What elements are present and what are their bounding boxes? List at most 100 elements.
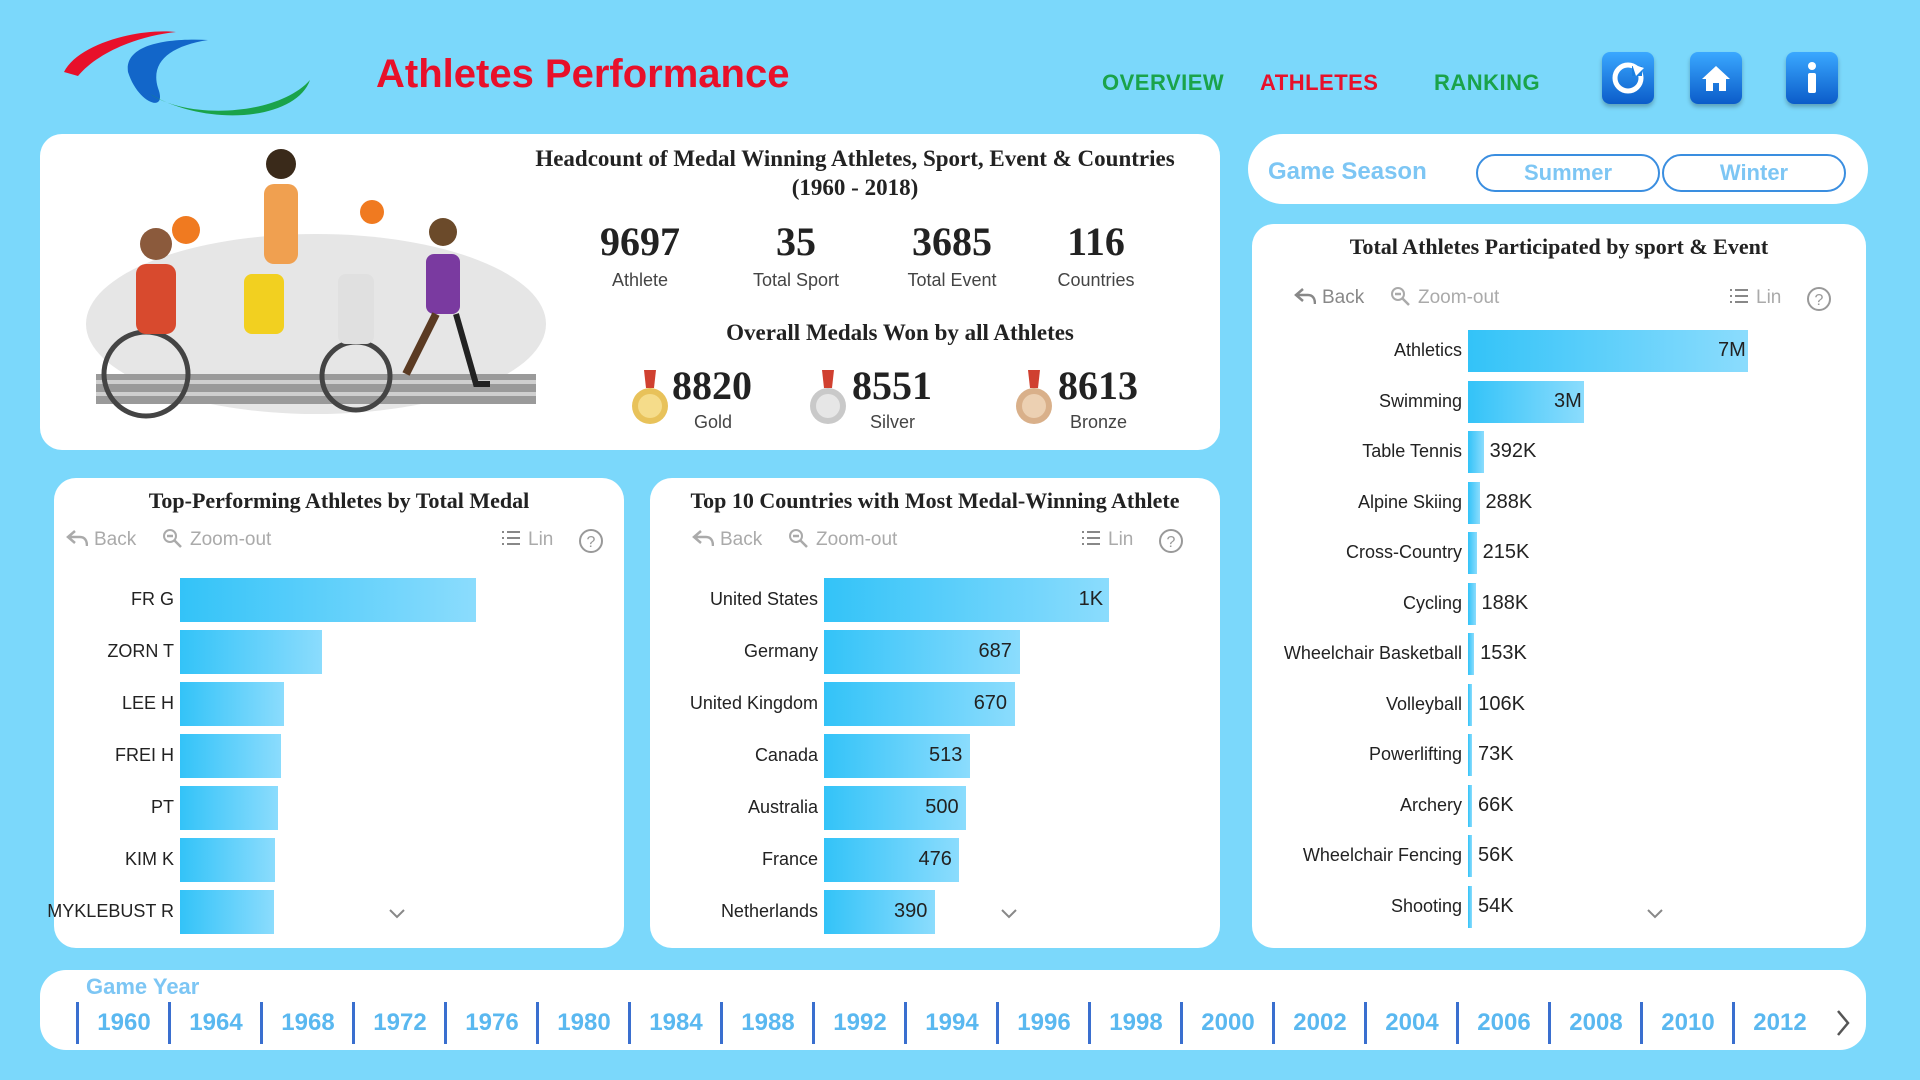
year-2006-button[interactable]: 2006: [1477, 1009, 1531, 1036]
country-bar[interactable]: [824, 630, 1020, 674]
sport-bar[interactable]: [1468, 633, 1475, 675]
year-separator: [1456, 1002, 1459, 1044]
sports-zoom-button[interactable]: Zoom-out: [1390, 286, 1499, 309]
silver-value: 8551: [852, 363, 932, 408]
year-separator: [1640, 1002, 1643, 1044]
athletes-illustration: [86, 149, 546, 419]
country-bar[interactable]: [824, 786, 967, 830]
countries-back-button[interactable]: Back: [692, 528, 762, 551]
nav-overview[interactable]: OVERVIEW: [1102, 70, 1225, 95]
year-slicer-card: [40, 970, 1866, 1050]
country-bar[interactable]: [824, 734, 970, 778]
country-bar[interactable]: [824, 578, 1109, 622]
athlete-bar[interactable]: [180, 734, 282, 778]
sport-bar[interactable]: [1468, 734, 1472, 776]
back-arrow-icon: [66, 530, 89, 547]
athlete-label: PT: [150, 797, 174, 817]
sport-bar[interactable]: [1468, 481, 1480, 524]
sport-bar[interactable]: [1468, 431, 1484, 473]
sport-bar[interactable]: [1468, 683, 1473, 726]
sport-bar[interactable]: [1468, 582, 1476, 625]
chevron-right-icon[interactable]: [1834, 1008, 1852, 1038]
home-button[interactable]: [1690, 52, 1742, 104]
back-label: Back: [1322, 287, 1365, 308]
year-2002-button[interactable]: 2002: [1293, 1009, 1347, 1036]
year-separator: [1732, 1002, 1735, 1044]
sport-bar[interactable]: [1468, 835, 1472, 877]
back-arrow-icon: [1294, 288, 1317, 305]
year-1964-button[interactable]: 1964: [189, 1009, 243, 1036]
year-1976-button[interactable]: 1976: [465, 1009, 519, 1036]
country-bar[interactable]: [824, 890, 935, 934]
sport-bar[interactable]: [1468, 532, 1477, 574]
year-1996-button[interactable]: 1996: [1017, 1009, 1071, 1036]
year-1998-button[interactable]: 1998: [1109, 1009, 1163, 1036]
athlete-label: KIM K: [124, 849, 174, 869]
sports-back-button[interactable]: Back: [1294, 286, 1364, 309]
list-icon: [502, 531, 520, 545]
year-1992-button[interactable]: 1992: [833, 1009, 887, 1036]
athletes-back-button[interactable]: Back: [66, 528, 136, 551]
year-1988-button[interactable]: 1988: [741, 1009, 795, 1036]
country-label: France: [761, 849, 818, 869]
athletes-chart-card: [54, 478, 624, 948]
year-1994-button[interactable]: 1994: [925, 1009, 979, 1036]
year-1968-button[interactable]: 1968: [281, 1009, 335, 1036]
year-1984-button[interactable]: 1984: [649, 1009, 703, 1036]
chevron-down-icon[interactable]: [1646, 908, 1664, 920]
year-2008-button[interactable]: 2008: [1569, 1009, 1623, 1036]
athletes-lin-button[interactable]: Lin: [500, 528, 553, 551]
nav-ranking[interactable]: RANKING: [1434, 70, 1541, 95]
zoom-out-icon: [1391, 287, 1410, 306]
info-button[interactable]: [1786, 52, 1838, 104]
country-bar[interactable]: [824, 838, 960, 882]
year-slicer-title: Game Year: [86, 974, 200, 999]
athlete-bar[interactable]: [180, 838, 275, 882]
year-1960-button[interactable]: 1960: [97, 1009, 151, 1036]
year-separator: [1364, 1002, 1367, 1044]
year-2000-button[interactable]: 2000: [1201, 1009, 1255, 1036]
athlete-bar[interactable]: [180, 786, 278, 830]
sport-value-label: 73K: [1478, 743, 1514, 765]
help-icon[interactable]: ?: [1158, 528, 1184, 554]
year-2012-button[interactable]: 2012: [1753, 1009, 1807, 1036]
medals-title: Overall Medals Won by all Athletes: [726, 320, 1074, 345]
year-2010-button[interactable]: 2010: [1661, 1009, 1715, 1036]
nav-athletes[interactable]: ATHLETES: [1260, 70, 1379, 95]
country-value-label: 1K: [1078, 588, 1104, 610]
sport-label: Alpine Skiing: [1357, 491, 1462, 512]
sport-bar[interactable]: [1468, 784, 1472, 827]
sport-bar[interactable]: [1468, 380, 1584, 423]
sport-value-label: 392K: [1489, 440, 1537, 462]
year-separator: [628, 1002, 631, 1044]
sport-bar[interactable]: [1468, 885, 1472, 928]
refresh-button[interactable]: [1602, 52, 1654, 104]
zoom-label: Zoom-out: [816, 529, 898, 550]
athletes-zoom-button[interactable]: Zoom-out: [162, 528, 271, 551]
country-bar[interactable]: [824, 682, 1015, 726]
sports-lin-button[interactable]: Lin: [1728, 286, 1781, 309]
year-2004-button[interactable]: 2004: [1385, 1009, 1439, 1036]
country-value-label: 476: [918, 848, 952, 870]
sport-value-label: 56K: [1478, 844, 1514, 866]
year-1980-button[interactable]: 1980: [557, 1009, 611, 1036]
countries-lin-button[interactable]: Lin: [1080, 528, 1133, 551]
season-summer-button[interactable]: Summer: [1476, 154, 1660, 192]
season-winter-button[interactable]: Winter: [1662, 154, 1846, 192]
chevron-down-icon[interactable]: [388, 908, 406, 920]
country-label: Australia: [747, 797, 818, 817]
year-1972-button[interactable]: 1972: [373, 1009, 427, 1036]
year-separator: [536, 1002, 539, 1044]
help-icon[interactable]: ?: [1806, 286, 1832, 312]
athlete-bar[interactable]: [180, 890, 274, 934]
country-value-label: 670: [973, 692, 1008, 714]
athlete-bar[interactable]: [180, 682, 284, 726]
athlete-bar[interactable]: [180, 578, 476, 622]
countries-zoom-button[interactable]: Zoom-out: [788, 528, 897, 551]
chevron-down-icon[interactable]: [1000, 908, 1018, 920]
sport-bar[interactable]: [1468, 330, 1748, 372]
list-icon: [1730, 289, 1748, 303]
help-icon[interactable]: ?: [578, 528, 604, 554]
athlete-bar[interactable]: [180, 630, 323, 674]
headcount-subtitle: (1960 - 2018): [791, 175, 919, 200]
